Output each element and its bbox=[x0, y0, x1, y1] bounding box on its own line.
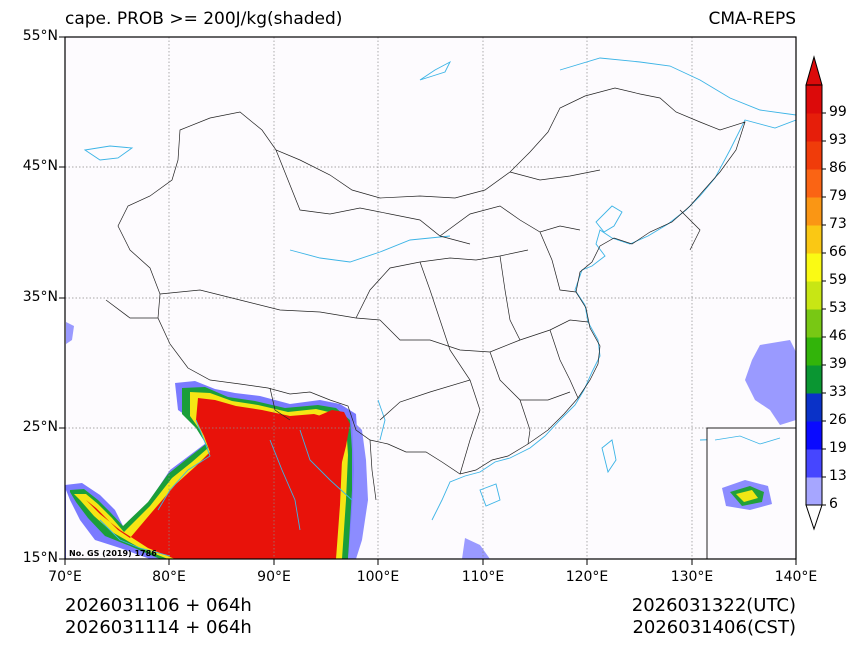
colorbar-segment bbox=[806, 421, 822, 450]
lon-label-100: 100°E bbox=[356, 569, 400, 585]
colorbar-segment bbox=[806, 281, 822, 310]
shade-red-core bbox=[86, 398, 342, 559]
colorbar-label: 39 bbox=[829, 356, 847, 372]
colorbar-label: 73 bbox=[829, 216, 847, 232]
valid-cst: 2026031406(CST) bbox=[632, 617, 796, 638]
lon-label-80: 80°E bbox=[152, 569, 186, 585]
colorbar-segment bbox=[806, 225, 822, 254]
lon-label-70: 70°E bbox=[48, 569, 82, 585]
init-cst: 2026031114 + 064h bbox=[65, 617, 252, 638]
colorbar-segment bbox=[806, 337, 822, 366]
lon-label-130: 130°E bbox=[670, 569, 714, 585]
shade-blue-west bbox=[66, 322, 74, 344]
map-note: No. GS (2019) 1786 bbox=[69, 549, 157, 558]
colorbar-max-arrow bbox=[805, 55, 823, 86]
shade-blue-south bbox=[462, 538, 490, 559]
colorbar-min-arrow bbox=[805, 504, 823, 531]
colorbar-label: 59 bbox=[829, 272, 847, 288]
shade-blue-myanmar bbox=[348, 420, 368, 559]
colorbar-label: 19 bbox=[829, 440, 847, 456]
shade-blue-east bbox=[745, 340, 796, 425]
axis-ticks bbox=[59, 36, 797, 565]
lat-label-45: 45°N bbox=[22, 158, 58, 174]
lon-label-90: 90°E bbox=[257, 569, 291, 585]
colorbar-label: 53 bbox=[829, 300, 847, 316]
lat-label-55: 55°N bbox=[22, 28, 58, 44]
model-name: CMA-REPS bbox=[708, 9, 796, 29]
lat-label-35: 35°N bbox=[22, 289, 58, 305]
lon-label-120: 120°E bbox=[565, 569, 609, 585]
colorbar-label: 99 bbox=[829, 104, 847, 120]
colorbar-segment bbox=[806, 169, 822, 198]
colorbar-segment bbox=[806, 141, 822, 170]
lat-label-15: 15°N bbox=[22, 550, 58, 566]
colorbar-segment bbox=[806, 309, 822, 338]
colorbar-segment bbox=[806, 365, 822, 394]
footer-init-times: 2026031106 + 064h 2026031114 + 064h bbox=[65, 595, 252, 639]
lon-label-110: 110°E bbox=[461, 569, 505, 585]
colorbar-label: 26 bbox=[829, 412, 847, 428]
inset-shade-yellow bbox=[736, 490, 758, 502]
borders bbox=[105, 87, 746, 501]
footer-valid-times: 2026031322(UTC) 2026031406(CST) bbox=[632, 595, 796, 639]
colorbar-frame bbox=[805, 84, 823, 506]
colorbar-segment bbox=[806, 393, 822, 422]
inset-south-china-sea bbox=[706, 427, 796, 559]
chart-title: cape. PROB >= 200J/kg(shaded) bbox=[65, 9, 343, 29]
init-utc: 2026031106 + 064h bbox=[65, 595, 252, 616]
shade-red-bangladesh bbox=[316, 410, 350, 478]
colorbar bbox=[805, 55, 826, 531]
colorbar-label: 93 bbox=[829, 132, 847, 148]
colorbar-segment bbox=[806, 253, 822, 282]
colorbar-label: 6 bbox=[829, 496, 838, 512]
colorbar-segment bbox=[806, 197, 822, 226]
colorbar-segment bbox=[806, 449, 822, 478]
colorbar-label: 86 bbox=[829, 160, 847, 176]
colorbar-label: 13 bbox=[829, 468, 847, 484]
colorbar-label: 79 bbox=[829, 188, 847, 204]
valid-utc: 2026031322(UTC) bbox=[631, 595, 796, 616]
lon-label-140: 140°E bbox=[774, 569, 818, 585]
colorbar-segment bbox=[806, 113, 822, 142]
colorbar-segment bbox=[806, 477, 822, 506]
colorbar-label: 46 bbox=[829, 328, 847, 344]
colorbar-label: 66 bbox=[829, 244, 847, 260]
colorbar-segment bbox=[806, 85, 822, 114]
lat-label-25: 25°N bbox=[22, 419, 58, 435]
colorbar-label: 33 bbox=[829, 384, 847, 400]
shading-bay-of-bengal bbox=[65, 381, 368, 559]
map-content bbox=[65, 37, 796, 559]
graticule bbox=[65, 37, 796, 559]
